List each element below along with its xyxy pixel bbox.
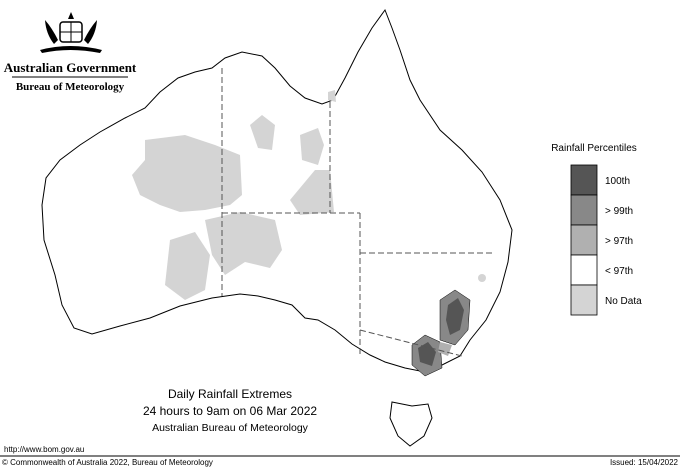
footer-url: http://www.bom.gov.au bbox=[4, 445, 84, 454]
australia-outline bbox=[41, 8, 513, 373]
legend: 100th > 99th > 97th < 97th No Data bbox=[570, 164, 642, 316]
legend-swatch bbox=[570, 224, 598, 256]
crest bbox=[40, 12, 102, 53]
agency-name: Bureau of Meteorology bbox=[16, 81, 125, 93]
government-name: Australian Government bbox=[4, 60, 137, 75]
extreme-regions bbox=[411, 289, 471, 377]
legend-label: 100th bbox=[605, 176, 630, 187]
no-data-regions bbox=[132, 90, 486, 300]
legend-label: < 97th bbox=[605, 266, 633, 277]
map-source: Australian Bureau of Meteorology bbox=[152, 422, 309, 434]
legend-label: > 99th bbox=[605, 206, 633, 217]
legend-swatch bbox=[570, 254, 598, 286]
legend-swatch bbox=[570, 194, 598, 226]
legend-label: No Data bbox=[605, 296, 642, 307]
tasmania-outline bbox=[389, 401, 433, 447]
legend-swatch bbox=[570, 284, 598, 316]
legend-title: Rainfall Percentiles bbox=[551, 143, 637, 154]
state-borders bbox=[221, 68, 492, 357]
footer-copyright: © Commonwealth of Australia 2022, Bureau… bbox=[2, 458, 213, 467]
map-title: Daily Rainfall Extremes bbox=[168, 387, 292, 401]
legend-swatch bbox=[570, 164, 598, 196]
legend-label: > 97th bbox=[605, 236, 633, 247]
footer-issued: Issued: 15/04/2022 bbox=[610, 458, 679, 467]
map-subtitle: 24 hours to 9am on 06 Mar 2022 bbox=[143, 404, 317, 418]
